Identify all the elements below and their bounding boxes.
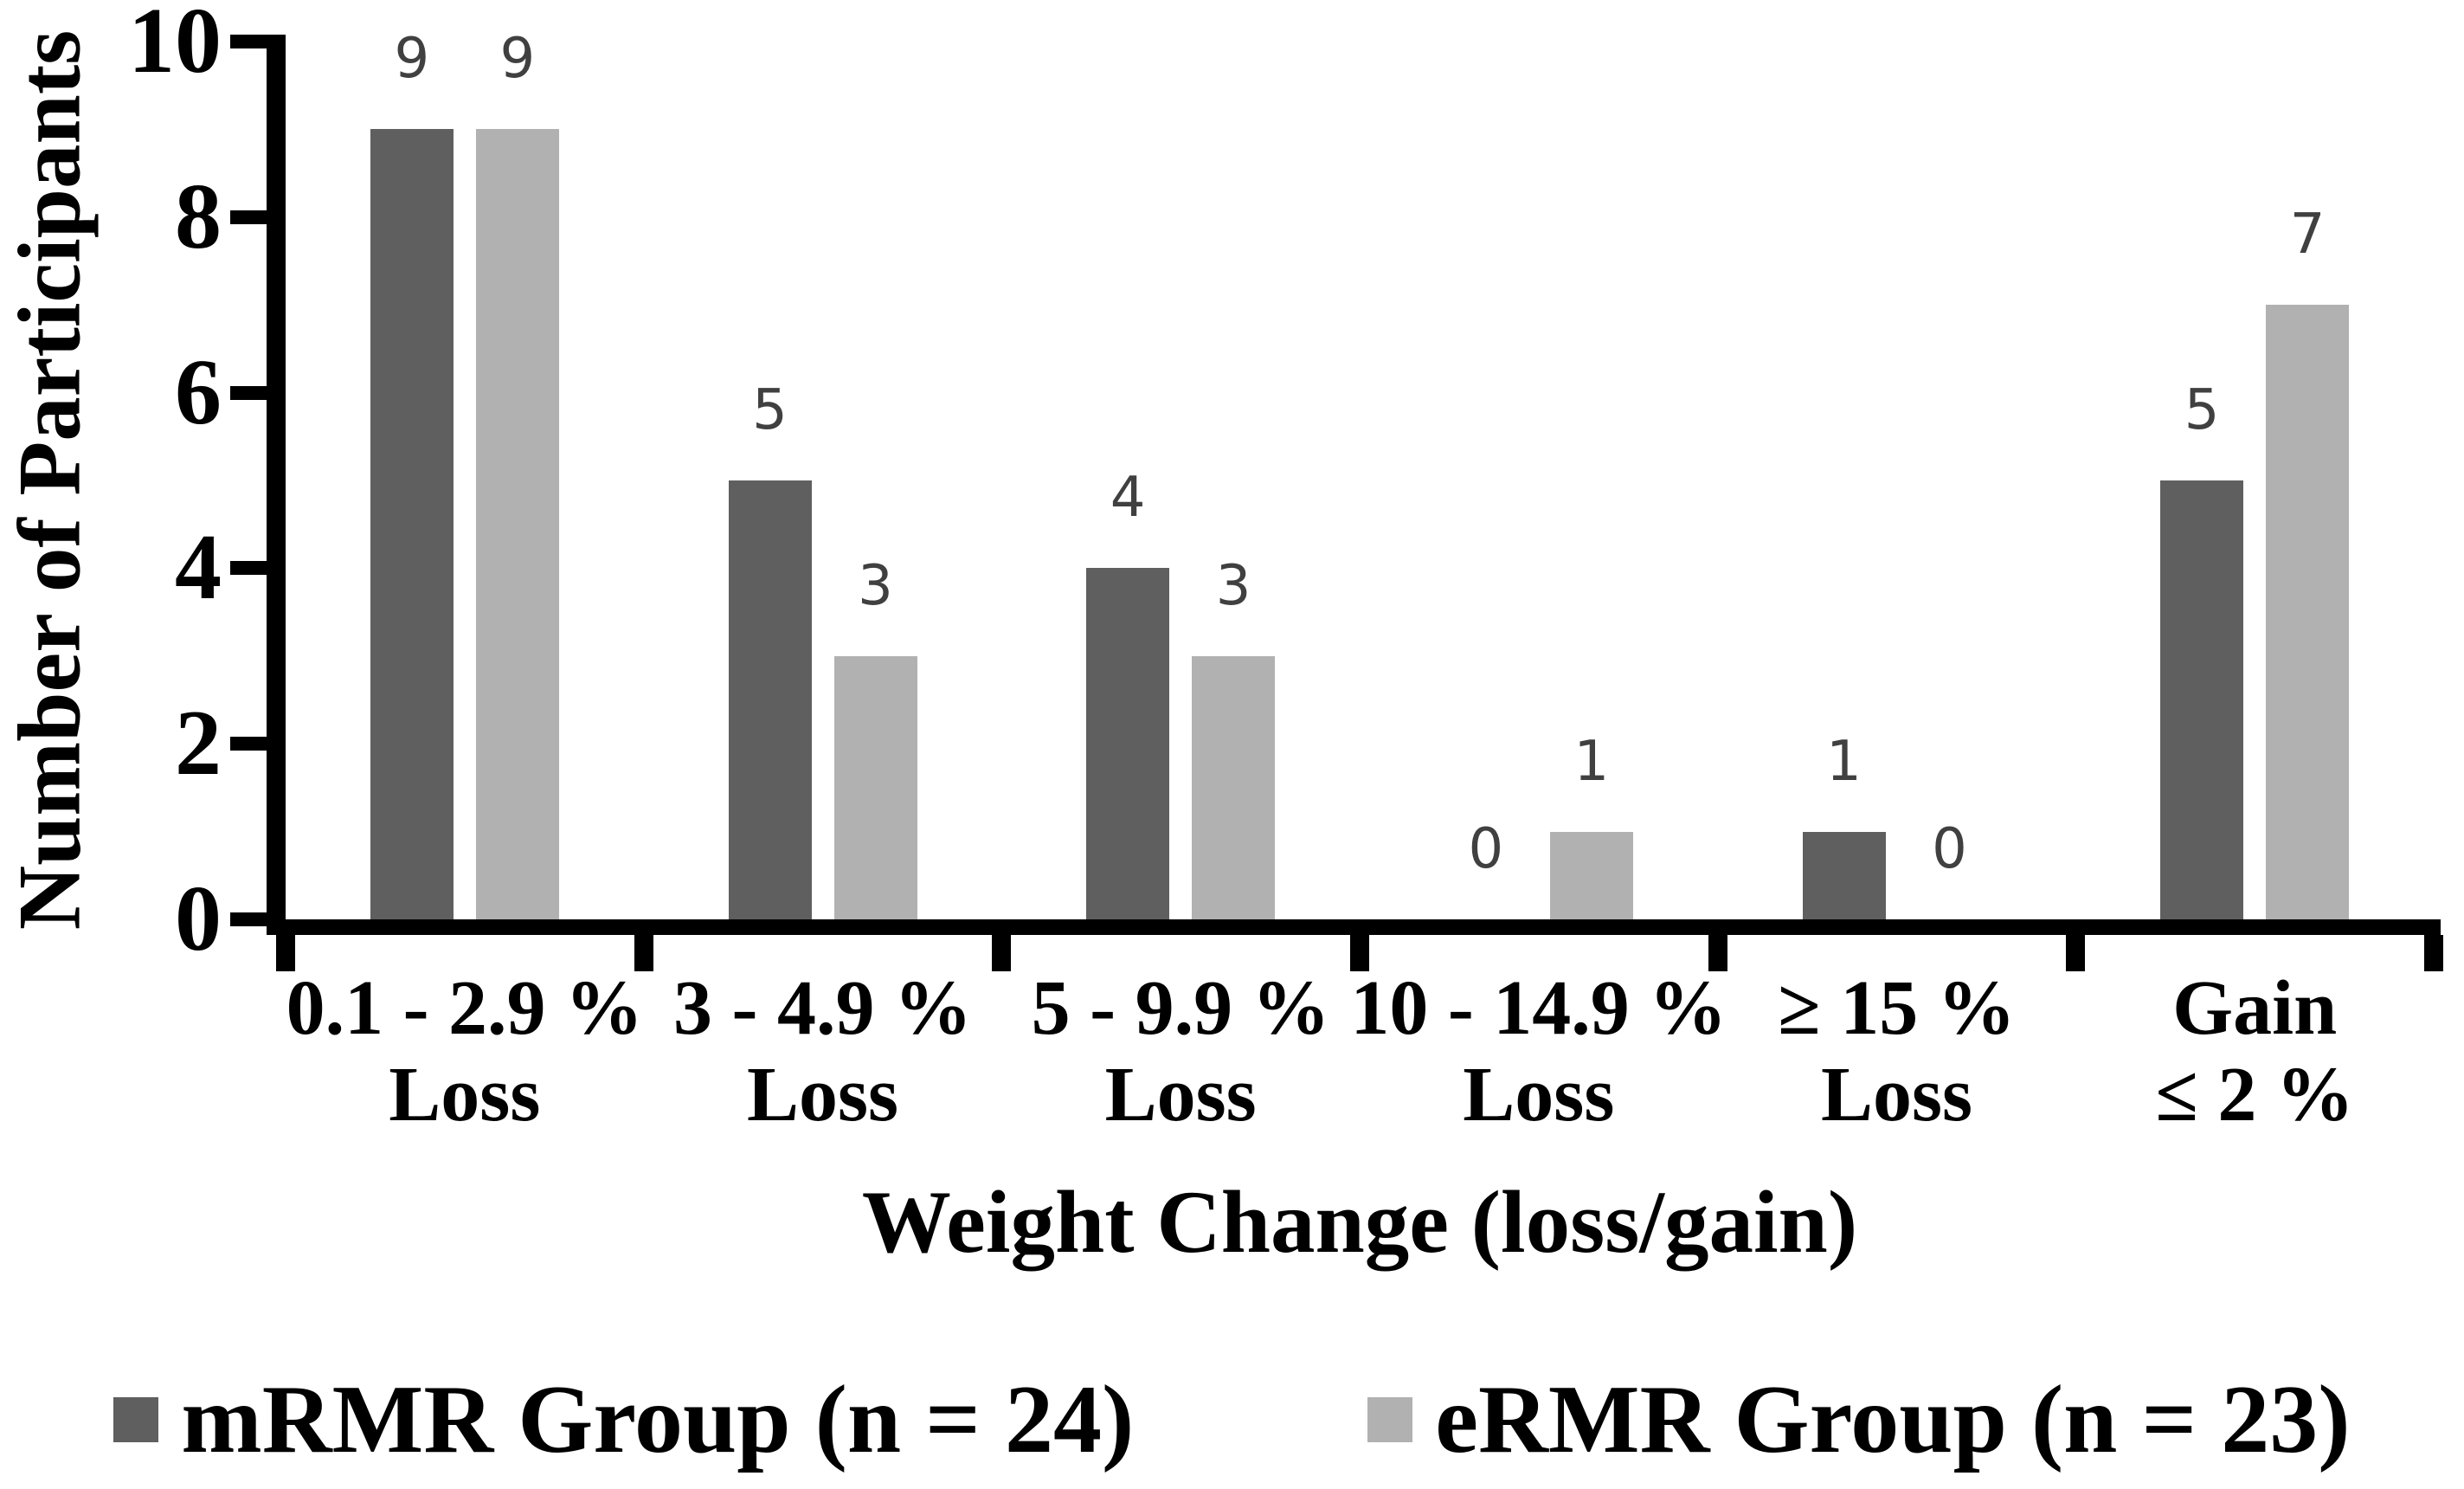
- x-tick-mark: [276, 935, 295, 971]
- bar-value-label: 0: [1932, 817, 1967, 881]
- x-tick-mark: [992, 935, 1012, 971]
- bar-mrmr: [1802, 831, 1886, 919]
- y-tick-mark: [230, 737, 267, 751]
- bar-value-label: 7: [2289, 203, 2326, 268]
- bar-value-label: 5: [2184, 378, 2220, 442]
- legend: mRMR Group (n = 24) eRMR Group (n = 23): [0, 1350, 2464, 1489]
- x-tick-mark: [2424, 935, 2443, 971]
- bar-ermr: [2266, 305, 2350, 919]
- category-label-line: Loss: [1820, 1052, 1973, 1138]
- bar-ermr: [1549, 831, 1633, 919]
- bar-value-label: 9: [499, 27, 536, 92]
- x-tick-mark: [1350, 935, 1369, 971]
- category-label: Gain ≤ 2 %: [2030, 965, 2464, 1138]
- legend-swatch-icon: [113, 1397, 159, 1442]
- category-label: 3 - 4.9 % Loss: [598, 965, 1048, 1138]
- y-tick-mark: [230, 912, 267, 926]
- x-tick-mark: [634, 935, 653, 971]
- bar-value-label: 0: [1468, 817, 1504, 881]
- y-tick-mark: [230, 385, 267, 400]
- legend-label: mRMR Group (n = 24): [181, 1366, 1135, 1473]
- y-tick-label: 4: [175, 516, 222, 620]
- legend-swatch-icon: [1367, 1397, 1413, 1442]
- bar-mrmr: [1086, 568, 1170, 919]
- bar-ermr: [833, 655, 917, 919]
- bar-ermr: [475, 129, 559, 919]
- category-label-line: ≤ 2 %: [2155, 1052, 2354, 1138]
- bar-value-label: 3: [1215, 553, 1251, 618]
- category-label-line: 0.1 - 2.9 %: [286, 965, 644, 1051]
- category-label-line: Loss: [1463, 1052, 1615, 1138]
- x-axis-title: Weight Change (loss/gain): [861, 1173, 1858, 1272]
- x-tick-mark: [2066, 935, 2086, 971]
- category-label-line: 3 - 4.9 %: [673, 965, 972, 1051]
- legend-entry-ermr: eRMR Group (n = 23): [1367, 1366, 2351, 1473]
- y-tick-label: 10: [128, 0, 222, 93]
- category-label: 10 - 14.9 % Loss: [1314, 965, 1764, 1138]
- bar-value-label: 9: [394, 27, 430, 92]
- category-label: 0.1 - 2.9 % Loss: [240, 965, 690, 1138]
- y-tick-mark: [230, 35, 267, 48]
- category-label: 5 - 9.9 % Loss: [955, 965, 1406, 1138]
- y-tick-label: 2: [175, 692, 222, 796]
- bar-mrmr: [2160, 480, 2244, 919]
- category-label-line: Loss: [746, 1052, 899, 1138]
- category-label-line: Loss: [1104, 1052, 1257, 1138]
- bar-value-label: 5: [752, 378, 788, 442]
- y-tick-mark: [230, 561, 267, 576]
- bar-mrmr: [370, 129, 454, 919]
- bar-value-label: 1: [1573, 729, 1610, 794]
- bar-mrmr: [728, 480, 812, 919]
- y-tick-label: 6: [175, 340, 222, 444]
- y-tick-mark: [230, 209, 267, 224]
- category-label: ≥ 15 % Loss: [1672, 965, 2122, 1138]
- y-tick-label: 0: [175, 867, 222, 970]
- legend-entry-mrmr: mRMR Group (n = 24): [113, 1368, 1134, 1472]
- bar-value-label: 1: [1826, 729, 1862, 794]
- category-label-line: 10 - 14.9 %: [1350, 965, 1727, 1051]
- category-label-line: ≥ 15 %: [1778, 965, 2016, 1051]
- category-label-line: Loss: [389, 1052, 541, 1138]
- y-tick-label: 8: [175, 164, 222, 268]
- bar-ermr: [1192, 655, 1276, 919]
- bar-value-label: 4: [1110, 466, 1146, 531]
- x-axis-line: [267, 919, 2441, 935]
- y-axis-line: [267, 35, 286, 935]
- legend-label: eRMR Group (n = 23): [1435, 1366, 2351, 1473]
- bar-value-label: 3: [858, 553, 893, 618]
- category-label-line: 5 - 9.9 %: [1031, 965, 1330, 1051]
- category-label-line: Gain: [2172, 965, 2338, 1051]
- x-tick-mark: [1708, 935, 1727, 971]
